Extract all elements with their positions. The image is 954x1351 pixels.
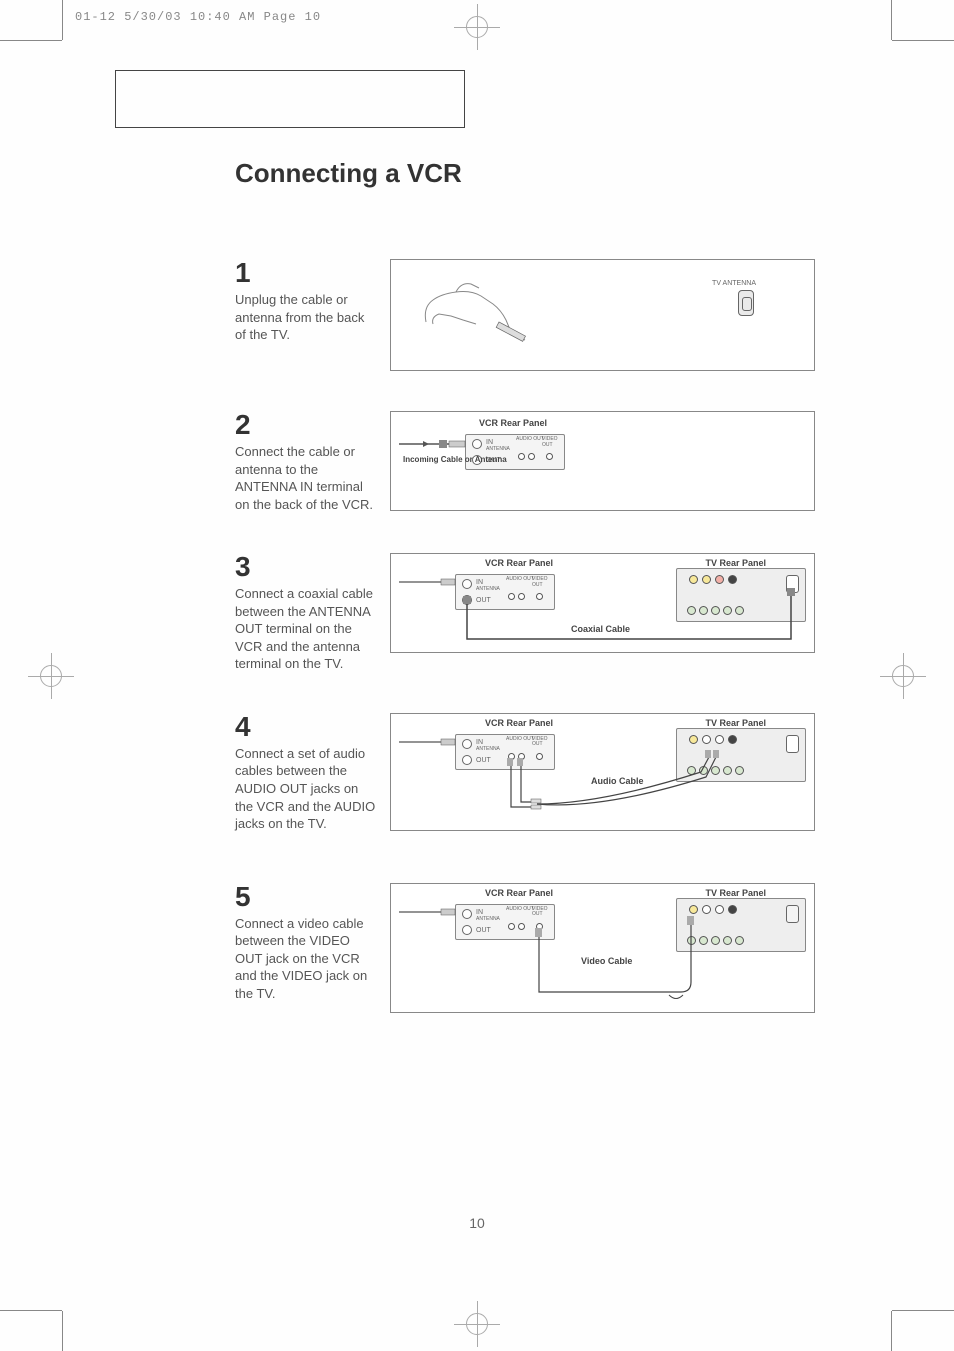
incoming-cable-icon [399,578,457,588]
tv-antenna-label: TV ANTENNA [712,280,756,288]
crop-mark [62,1311,63,1351]
print-header-info: 01-12 5/30/03 10:40 AM Page 10 [75,10,321,24]
audio-out-label: AUDIO OUT [506,737,534,743]
registration-mark-left [28,653,74,699]
step-body: Unplug the cable or antenna from the bac… [235,291,378,344]
crop-mark [891,1311,892,1351]
audio-cable-label: Audio Cable [591,776,644,786]
antenna-label: ANTENNA [476,587,500,593]
step-3: 3 Connect a coaxial cable between the AN… [235,553,815,673]
registration-mark-bottom [454,1301,500,1347]
video-out-label: VIDEO OUT [532,577,554,588]
step-1-figure: TV ANTENNA [390,259,815,371]
step-5: 5 Connect a video cable between the VIDE… [235,883,815,1013]
audio-out-label: AUDIO OUT [516,437,544,443]
vcr-rear-label: VCR Rear Panel [485,888,553,898]
audio-out-label: AUDIO OUT [506,907,534,913]
title-empty-box [115,70,465,128]
registration-mark-right [880,653,926,699]
registration-mark-top [454,4,500,50]
antenna-jack-icon [738,290,754,316]
step-body: Connect a video cable between the VIDEO … [235,915,378,1003]
tv-rear-label: TV Rear Panel [705,718,766,728]
step-body: Connect a set of audio cables between th… [235,745,378,833]
step-number: 3 [235,553,378,581]
audio-out-label: AUDIO OUT [506,577,534,583]
steps-container: 1 Unplug the cable or antenna from the b… [235,259,815,1013]
step-body: Connect a coaxial cable between the ANTE… [235,585,378,673]
section-title: Connecting a VCR [235,158,835,189]
step-1: 1 Unplug the cable or antenna from the b… [235,259,815,371]
vcr-rear-label: VCR Rear Panel [485,558,553,568]
step-5-figure: VCR Rear Panel TV Rear Panel IN ANTENNA … [390,883,815,1013]
crop-mark [0,40,62,41]
crop-mark [0,1310,62,1311]
vcr-rear-label: VCR Rear Panel [479,418,547,428]
video-out-label: VIDEO OUT [532,737,554,748]
coax-cable-label: Coaxial Cable [571,624,630,634]
incoming-cable-icon [399,738,457,748]
vcr-rear-label: VCR Rear Panel [485,718,553,728]
crop-mark [62,0,63,40]
step-number: 5 [235,883,378,911]
incoming-cable-icon [399,908,457,918]
video-out-label: VIDEO OUT [542,437,564,448]
step-4-figure: VCR Rear Panel TV Rear Panel IN ANTENNA … [390,713,815,831]
step-4: 4 Connect a set of audio cables between … [235,713,815,833]
coaxial-cable-icon [411,594,801,649]
hand-illustration [421,272,531,342]
step-number: 4 [235,713,378,741]
step-number: 1 [235,259,378,287]
step-2: 2 Connect the cable or antenna to the AN… [235,411,815,513]
page-number: 10 [469,1215,485,1231]
step-3-figure: VCR Rear Panel TV Rear Panel IN ANTENNA … [390,553,815,653]
crop-mark [892,1310,954,1311]
step-body: Connect the cable or antenna to the ANTE… [235,443,378,513]
video-out-label: VIDEO OUT [532,907,554,918]
crop-mark [892,40,954,41]
audio-cable-icon [451,752,731,822]
step-number: 2 [235,411,378,439]
video-cable-label: Video Cable [581,956,632,966]
antenna-label: ANTENNA [486,447,510,453]
crop-mark [891,0,892,40]
tv-rear-label: TV Rear Panel [705,888,766,898]
incoming-cable-label: Incoming Cable or Antenna [403,456,507,465]
step-2-figure: VCR Rear Panel IN ANTENNA OUT AUDIO OUT … [390,411,815,511]
page-content: Connecting a VCR 1 Unplug the cable or a… [115,70,835,1053]
tv-rear-label: TV Rear Panel [705,558,766,568]
